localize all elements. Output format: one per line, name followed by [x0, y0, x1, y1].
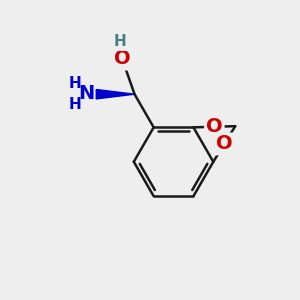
Text: N: N: [79, 84, 95, 103]
Text: O: O: [114, 49, 130, 68]
Text: H: H: [69, 97, 82, 112]
Text: H: H: [69, 76, 82, 92]
Text: O: O: [206, 117, 223, 136]
Text: O: O: [216, 134, 232, 154]
Polygon shape: [96, 89, 134, 99]
Text: H: H: [114, 34, 127, 50]
